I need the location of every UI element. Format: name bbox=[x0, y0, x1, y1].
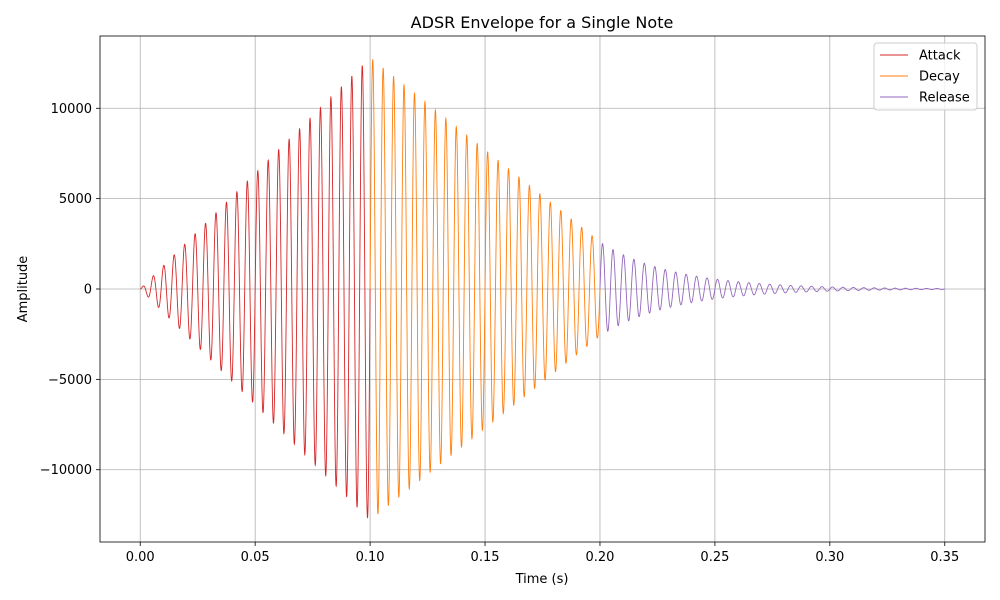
legend-entries: Attack Decay Release bbox=[880, 49, 970, 106]
legend-label-decay: Decay bbox=[919, 70, 960, 85]
y-axis-ticks: −10000 −5000 0 5000 10000 bbox=[40, 102, 100, 478]
x-tick-label: 0.35 bbox=[930, 550, 959, 565]
x-axis-label: Time (s) bbox=[515, 572, 569, 587]
y-tick-label: −10000 bbox=[40, 463, 92, 478]
y-tick-label: 5000 bbox=[59, 192, 92, 207]
series-line-decay bbox=[369, 58, 601, 515]
x-tick-label: 0.00 bbox=[126, 550, 155, 565]
legend-label-attack: Attack bbox=[919, 49, 961, 64]
chart-title: ADSR Envelope for a Single Note bbox=[411, 13, 674, 32]
x-axis-ticks: 0.00 0.05 0.10 0.15 0.20 0.25 0.30 0.35 bbox=[126, 542, 959, 565]
x-tick-label: 0.25 bbox=[700, 550, 729, 565]
legend-box bbox=[873, 42, 978, 111]
x-tick-label: 0.30 bbox=[815, 550, 844, 565]
x-tick-label: 0.05 bbox=[241, 550, 270, 565]
y-axis-label: Amplitude bbox=[16, 256, 31, 323]
y-tick-label: 0 bbox=[84, 283, 92, 298]
legend: Attack Decay Release bbox=[873, 42, 978, 111]
y-tick-label: −5000 bbox=[48, 373, 92, 388]
y-tick-label: 10000 bbox=[51, 102, 92, 117]
x-tick-label: 0.10 bbox=[356, 550, 385, 565]
series-line-attack bbox=[140, 65, 371, 519]
series-group bbox=[140, 58, 945, 519]
x-tick-label: 0.15 bbox=[471, 550, 500, 565]
x-tick-label: 0.20 bbox=[585, 550, 614, 565]
legend-label-release: Release bbox=[919, 91, 970, 106]
series-line-release bbox=[599, 243, 945, 332]
